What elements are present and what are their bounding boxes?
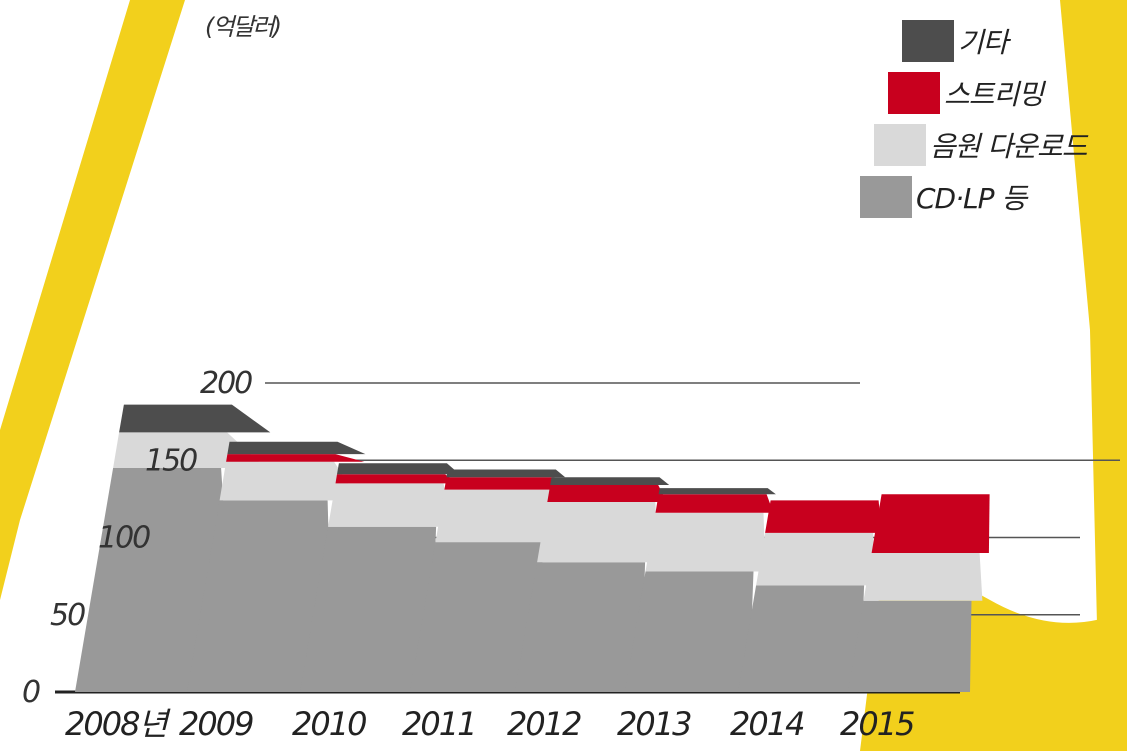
y-axis-unit-label: (억달러): [205, 13, 280, 41]
bar-segment-streaming: [335, 474, 459, 484]
bar-segment-download: [435, 489, 557, 543]
bar-segment-other: [550, 477, 670, 485]
legend-label: CD·LP 등: [916, 182, 1029, 215]
bar-segment-download: [537, 502, 659, 563]
legend-swatch: [874, 124, 926, 166]
bar-segment-other: [658, 488, 776, 495]
bar-segment-cd-lp: [410, 542, 544, 692]
x-tick-label: 2009: [179, 705, 253, 743]
bar-segment-other: [337, 463, 460, 475]
yellow-frame-right: [1060, 0, 1127, 751]
bar-segment-download: [645, 512, 766, 572]
y-tick-label: 150: [145, 443, 197, 478]
bar-segment-streaming: [444, 477, 564, 490]
y-tick-label: 50: [50, 598, 85, 633]
y-tick-label: 100: [98, 521, 150, 556]
bar-segment-other: [446, 469, 566, 478]
x-tick-label: 2011: [402, 705, 475, 743]
bar-segment-download: [219, 461, 360, 501]
bar-segment-cd-lp: [515, 562, 646, 692]
bar-segment-cd-lp: [625, 571, 754, 692]
bar-segment-cd-lp: [738, 585, 865, 692]
bar-segment-cd-lp: [848, 600, 972, 692]
bar-segment-cd-lp: [75, 468, 235, 692]
bar-segment-cd-lp: [187, 500, 333, 692]
x-tick-label: 2013: [617, 705, 691, 743]
bar-segment-download: [863, 553, 983, 601]
legend-label: 음원 다운로드: [930, 130, 1089, 163]
bar-segment-other: [227, 441, 366, 455]
y-tick-label: 0: [22, 675, 40, 710]
x-tick-label: 2012: [507, 705, 581, 743]
bar-segment-streaming: [765, 500, 882, 533]
y-tick-label: 200: [200, 366, 252, 401]
bars: [75, 404, 990, 692]
legend-label: 스트리밍: [944, 78, 1046, 111]
bar-segment-streaming: [226, 454, 365, 462]
bar-segment-download: [328, 483, 453, 527]
legend-swatch: [860, 176, 912, 218]
legend-label: 기타: [958, 26, 1012, 59]
x-tick-label: 2015: [840, 705, 914, 743]
bar-segment-download: [756, 532, 875, 586]
x-tick-label: 2010: [292, 705, 366, 743]
bar-segment-streaming: [871, 494, 990, 553]
bar-segment-streaming: [655, 494, 774, 513]
bar-segment-other: [119, 404, 271, 433]
bar-segment-cd-lp: [300, 526, 437, 692]
x-tick-label: 2008년: [65, 705, 171, 743]
axes: (억달러) 0 50 100 150 200 2008년 2009 2010 2011 2012 2…: [22, 13, 916, 743]
bar-segment-streaming: [547, 485, 667, 502]
legend-swatch: [888, 72, 940, 114]
legend-swatch: [902, 20, 954, 62]
x-tick-label: 2014: [730, 705, 804, 743]
